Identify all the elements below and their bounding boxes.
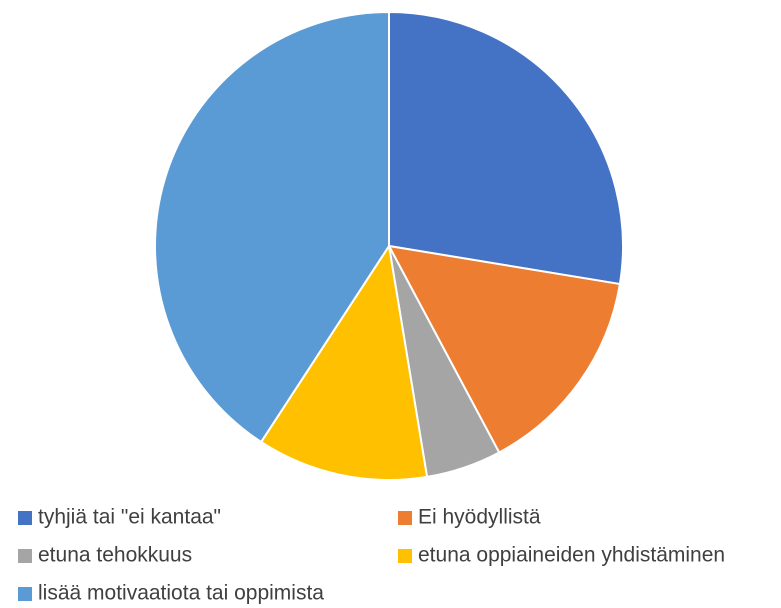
legend-swatch [398,511,412,525]
pie-slice [388,10,625,286]
legend-label: tyhjiä tai "ei kantaa" [38,506,221,529]
pie-slice [259,243,429,481]
legend-label: Ei hyödyllistä [418,506,541,529]
legend-swatch [398,549,412,563]
pie-slice [387,244,622,454]
legend-label: etuna oppiaineiden yhdistäminen [418,544,725,567]
legend-swatch [18,511,32,525]
legend-label: lisää motivaatiota tai oppimista [38,582,324,605]
legend-swatch [18,587,32,601]
legend-swatch [18,549,32,563]
legend-label: etuna tehokkuus [38,544,192,567]
pie-slice [154,10,390,444]
